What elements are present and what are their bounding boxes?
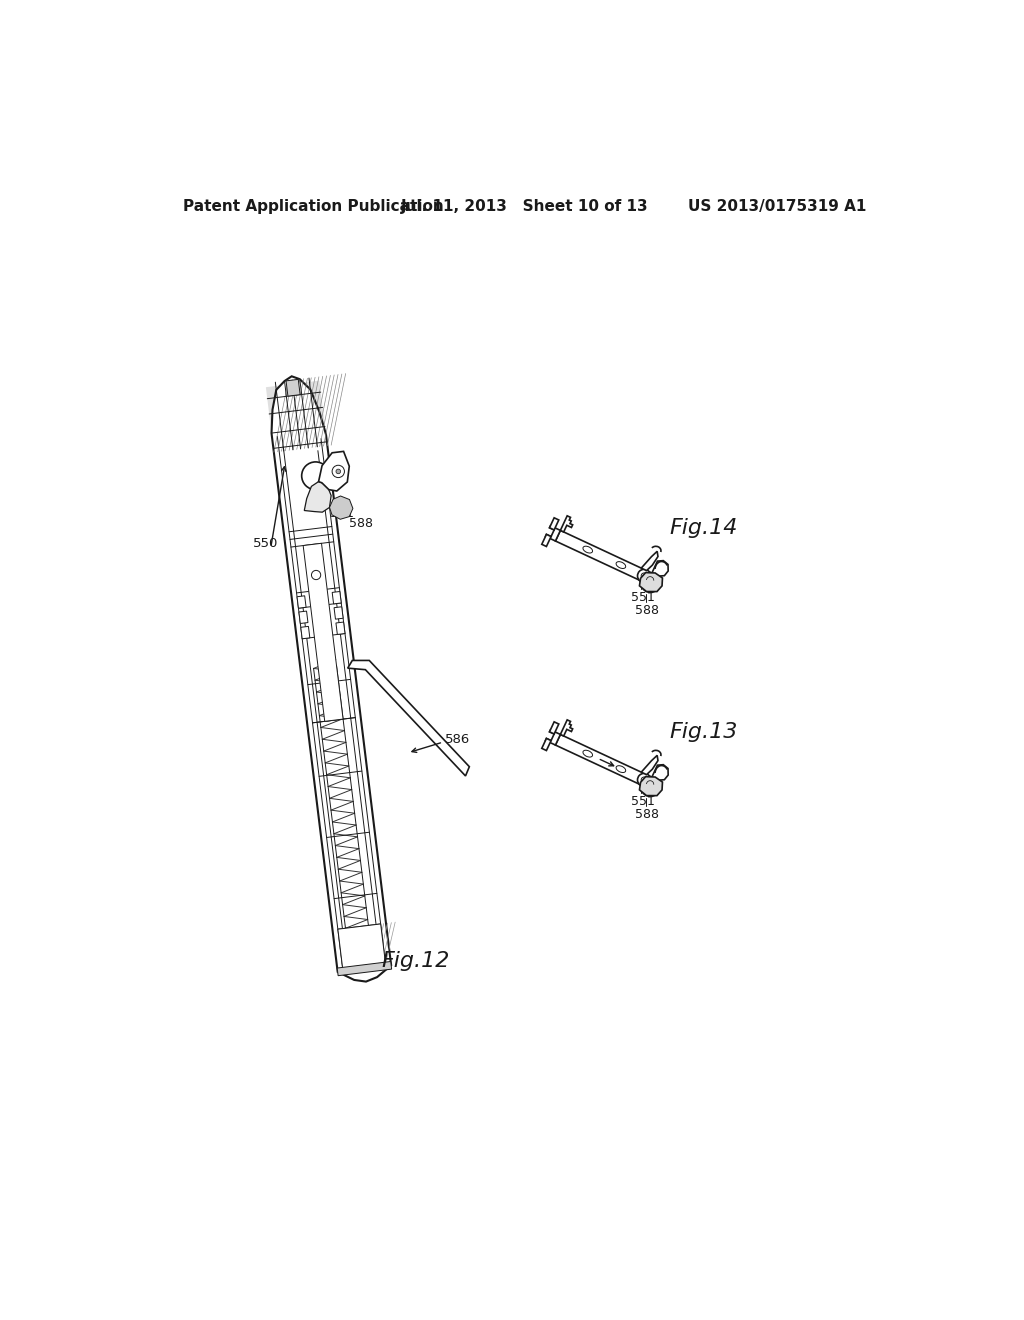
- Text: 588: 588: [636, 808, 659, 821]
- Ellipse shape: [583, 546, 593, 553]
- Polygon shape: [337, 961, 391, 975]
- Circle shape: [332, 465, 344, 478]
- Polygon shape: [542, 738, 551, 751]
- Text: 551: 551: [330, 507, 354, 520]
- Polygon shape: [303, 544, 343, 721]
- Circle shape: [641, 573, 647, 578]
- Text: Fig.14: Fig.14: [670, 517, 738, 539]
- Text: Fig.13: Fig.13: [670, 722, 738, 742]
- Circle shape: [641, 777, 660, 796]
- Ellipse shape: [616, 561, 626, 569]
- Text: 551: 551: [631, 591, 654, 605]
- Polygon shape: [297, 595, 306, 609]
- Polygon shape: [271, 376, 391, 982]
- Text: 588: 588: [348, 517, 373, 531]
- Polygon shape: [550, 517, 559, 529]
- Polygon shape: [546, 730, 560, 744]
- Text: 586: 586: [444, 733, 470, 746]
- Text: US 2013/0175319 A1: US 2013/0175319 A1: [688, 198, 866, 214]
- Polygon shape: [652, 764, 669, 780]
- Text: Jul. 11, 2013   Sheet 10 of 13: Jul. 11, 2013 Sheet 10 of 13: [401, 198, 648, 214]
- Circle shape: [641, 573, 660, 593]
- Polygon shape: [301, 627, 310, 639]
- Polygon shape: [318, 451, 349, 491]
- Circle shape: [638, 569, 650, 582]
- Polygon shape: [336, 622, 345, 635]
- Circle shape: [336, 469, 341, 474]
- Circle shape: [302, 462, 330, 490]
- Polygon shape: [639, 776, 663, 796]
- Polygon shape: [652, 561, 669, 576]
- Polygon shape: [560, 516, 572, 532]
- Text: Patent Application Publication: Patent Application Publication: [183, 198, 443, 214]
- Polygon shape: [334, 607, 343, 619]
- Circle shape: [641, 777, 647, 783]
- Polygon shape: [555, 734, 657, 789]
- Polygon shape: [555, 531, 657, 586]
- Text: 550: 550: [253, 537, 278, 550]
- Polygon shape: [641, 755, 658, 775]
- Circle shape: [311, 570, 321, 579]
- Text: 588: 588: [636, 603, 659, 616]
- Polygon shape: [639, 573, 663, 591]
- Ellipse shape: [583, 750, 593, 758]
- Polygon shape: [330, 496, 353, 519]
- Polygon shape: [332, 591, 341, 603]
- Polygon shape: [641, 552, 658, 570]
- Polygon shape: [542, 535, 551, 546]
- Circle shape: [638, 774, 650, 787]
- Polygon shape: [286, 379, 300, 396]
- Polygon shape: [546, 525, 560, 541]
- Polygon shape: [550, 722, 559, 734]
- Polygon shape: [304, 482, 331, 512]
- Text: Fig.12: Fig.12: [381, 950, 450, 970]
- Polygon shape: [299, 611, 308, 623]
- Polygon shape: [348, 660, 469, 776]
- Polygon shape: [560, 719, 572, 737]
- Text: 551: 551: [631, 795, 654, 808]
- Polygon shape: [338, 924, 386, 972]
- Polygon shape: [266, 380, 328, 453]
- Ellipse shape: [616, 766, 626, 772]
